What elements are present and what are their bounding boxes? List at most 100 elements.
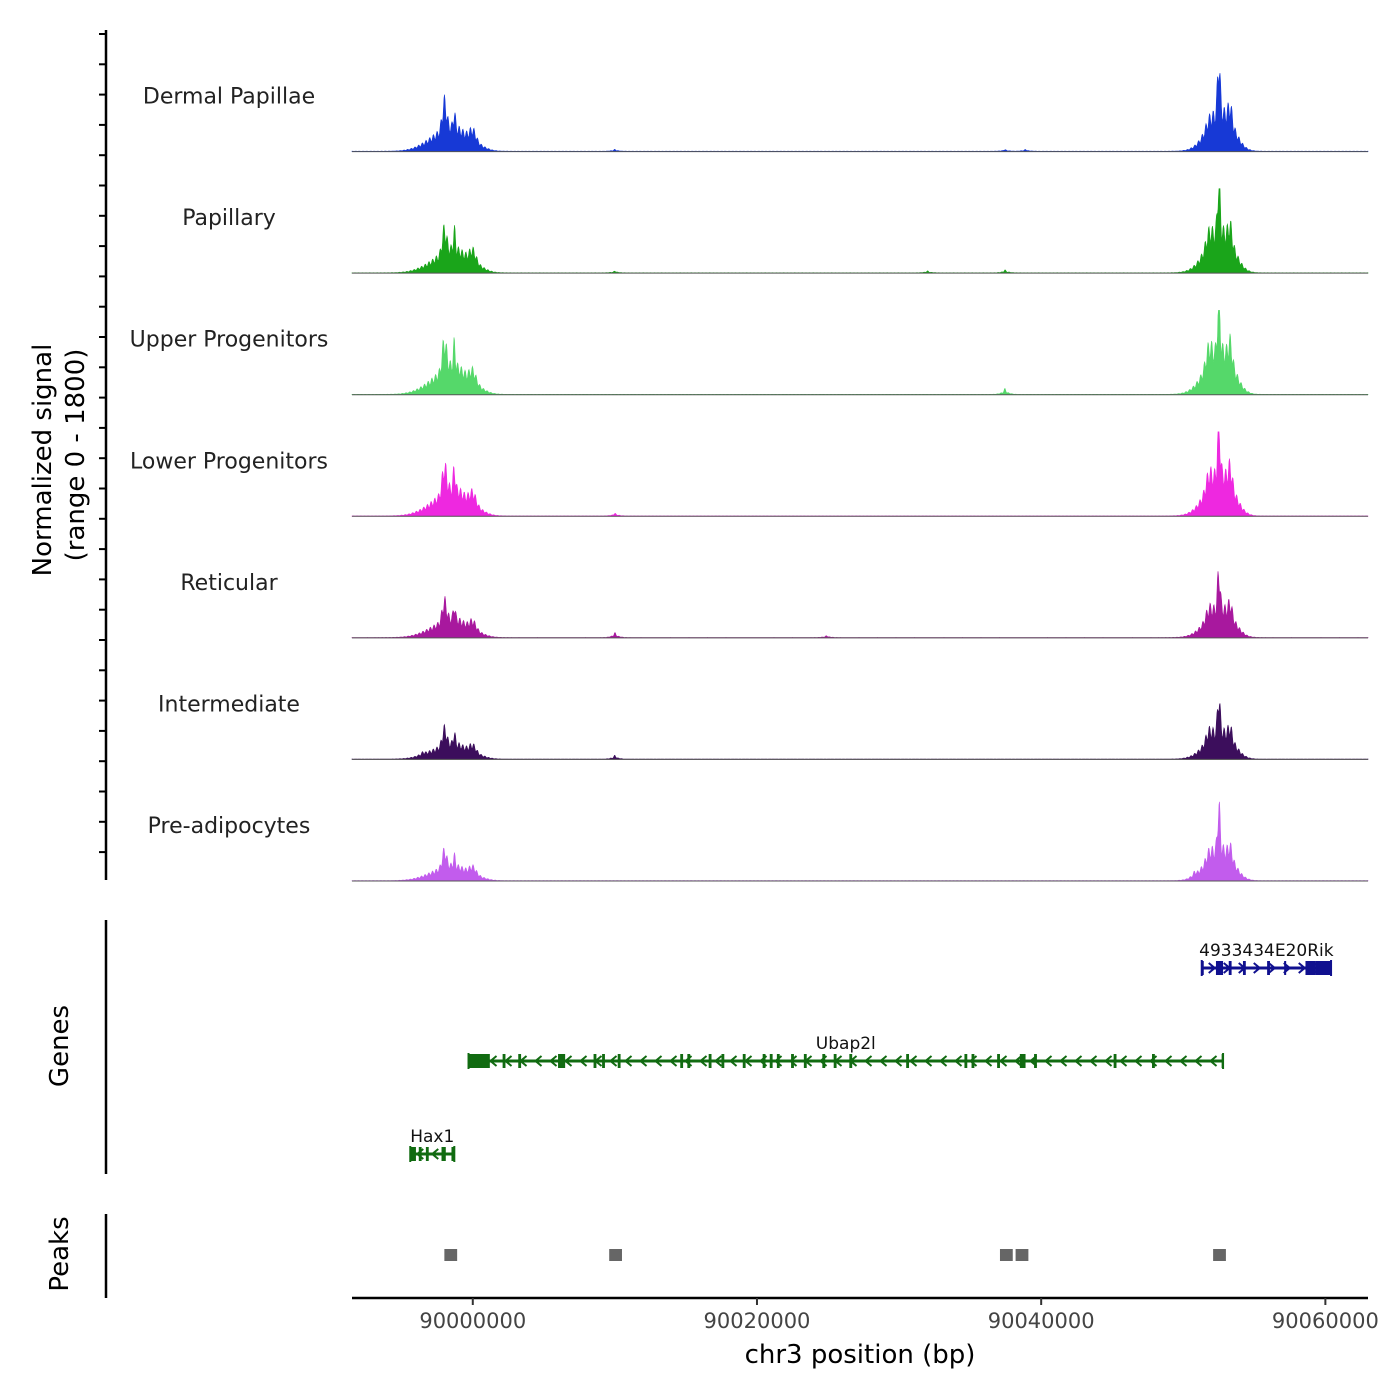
gene-exon: [721, 1054, 725, 1068]
strand-chevron: [415, 1148, 424, 1160]
gene-exon: [687, 1054, 691, 1068]
gene-exon: [822, 1054, 826, 1068]
gene-hax1: Hax1: [409, 1127, 456, 1162]
gene-exon: [762, 1054, 766, 1068]
coverage-area: [351, 801, 1369, 882]
x-tick-label: 90020000: [704, 1309, 811, 1333]
strand-chevron: [1133, 1055, 1143, 1067]
strand-chevron: [533, 1055, 543, 1067]
gene-exon: [964, 1054, 968, 1068]
strand-chevron: [1283, 962, 1292, 974]
strand-chevron: [653, 1055, 663, 1067]
y-axis-title: Normalized signal: [28, 344, 58, 577]
strand-chevron: [818, 1055, 828, 1067]
strand-chevron: [488, 1055, 498, 1067]
gene-exon: [971, 1054, 975, 1068]
gene-exon: [1305, 961, 1316, 975]
strand-chevron: [908, 1055, 918, 1067]
strand-chevron: [1208, 1055, 1218, 1067]
track-lower-progenitors: Lower Progenitors: [130, 431, 1369, 517]
gene-exon: [1315, 961, 1332, 975]
strand-chevron: [968, 1055, 978, 1067]
strand-chevron: [638, 1055, 648, 1067]
gene-exon: [791, 1054, 794, 1068]
strand-chevron: [743, 1055, 753, 1067]
strand-chevron: [893, 1055, 903, 1067]
gene-exon: [602, 1054, 605, 1068]
genes-axis-title: Genes: [45, 1005, 75, 1087]
peak-region: [999, 1249, 1013, 1261]
strand-chevron: [1118, 1055, 1128, 1067]
gene-ubap2l: Ubap2l: [467, 1034, 1225, 1069]
y-axis-range-label: (range 0 - 1800): [61, 349, 91, 562]
gene-exon: [1215, 961, 1224, 975]
strand-chevron: [983, 1055, 993, 1067]
track-intermediate: Intermediate: [158, 692, 1369, 760]
strand-chevron: [1043, 1055, 1053, 1067]
strand-chevron: [878, 1055, 888, 1067]
strand-chevron: [1088, 1055, 1098, 1067]
peak-region: [444, 1249, 458, 1261]
gene-exon: [410, 1147, 416, 1161]
strand-chevron: [668, 1055, 678, 1067]
strand-chevron: [998, 1055, 1008, 1067]
gene-label: 4933434E20Rik: [1199, 941, 1334, 961]
peak-region: [609, 1249, 622, 1261]
gene-exon: [468, 1054, 490, 1068]
track-upper-progenitors: Upper Progenitors: [130, 310, 1369, 396]
track-pre-adipocytes: Pre-adipocytes: [148, 801, 1369, 882]
gene-4933434e20rik: 4933434E20Rik: [1199, 941, 1334, 976]
strand-chevron: [1298, 962, 1307, 974]
strand-chevron: [953, 1055, 963, 1067]
strand-chevron: [1058, 1055, 1068, 1067]
strand-chevron: [623, 1055, 633, 1067]
strand-chevron: [503, 1055, 513, 1067]
strand-chevron: [1238, 962, 1247, 974]
gene-exon: [1034, 1054, 1037, 1068]
strand-chevron: [473, 1055, 483, 1067]
x-axis-title: chr3 position (bp): [745, 1340, 976, 1370]
x-tick-label: 90060000: [1272, 1309, 1379, 1333]
strand-chevron: [1148, 1055, 1158, 1067]
strand-chevron: [1208, 962, 1217, 974]
strand-chevron: [1193, 1055, 1203, 1067]
track-reticular: Reticular: [180, 571, 1369, 639]
strand-chevron: [788, 1055, 798, 1067]
gene-exon: [441, 1147, 446, 1161]
track-label: Intermediate: [158, 692, 300, 717]
strand-chevron: [848, 1055, 858, 1067]
track-dermal-papillae: Dermal Papillae: [143, 73, 1369, 153]
gene-exon: [680, 1054, 684, 1068]
strand-chevron: [1073, 1055, 1083, 1067]
strand-chevron: [1028, 1055, 1038, 1067]
track-label: Upper Progenitors: [130, 328, 329, 353]
strand-chevron: [833, 1055, 843, 1067]
strand-chevron: [863, 1055, 873, 1067]
strand-chevron: [803, 1055, 813, 1067]
strand-chevron: [1163, 1055, 1173, 1067]
gene-exon: [1267, 961, 1270, 975]
gene-exon: [558, 1054, 566, 1068]
peak-region: [1213, 1249, 1226, 1261]
coverage-area: [351, 73, 1369, 152]
gene-exon: [1284, 961, 1287, 975]
gene-exon: [769, 1054, 773, 1068]
strand-chevron: [698, 1055, 708, 1067]
strand-chevron: [563, 1055, 573, 1067]
strand-chevron: [758, 1055, 768, 1067]
strand-chevron: [1223, 962, 1232, 974]
gene-exon: [708, 1054, 712, 1068]
gene-exon: [776, 1054, 780, 1068]
coverage-area: [351, 431, 1369, 517]
strand-chevron: [608, 1055, 618, 1067]
x-tick-label: 90040000: [988, 1309, 1095, 1333]
track-label: Lower Progenitors: [130, 449, 328, 474]
coverage-area: [351, 188, 1369, 274]
strand-chevron: [578, 1055, 588, 1067]
gene-exon: [997, 1054, 1000, 1068]
strand-chevron: [938, 1055, 948, 1067]
coverage-area: [351, 310, 1369, 396]
gene-exon: [1152, 1054, 1155, 1068]
strand-chevron: [1253, 962, 1262, 974]
track-papillary: Papillary: [182, 188, 1369, 274]
